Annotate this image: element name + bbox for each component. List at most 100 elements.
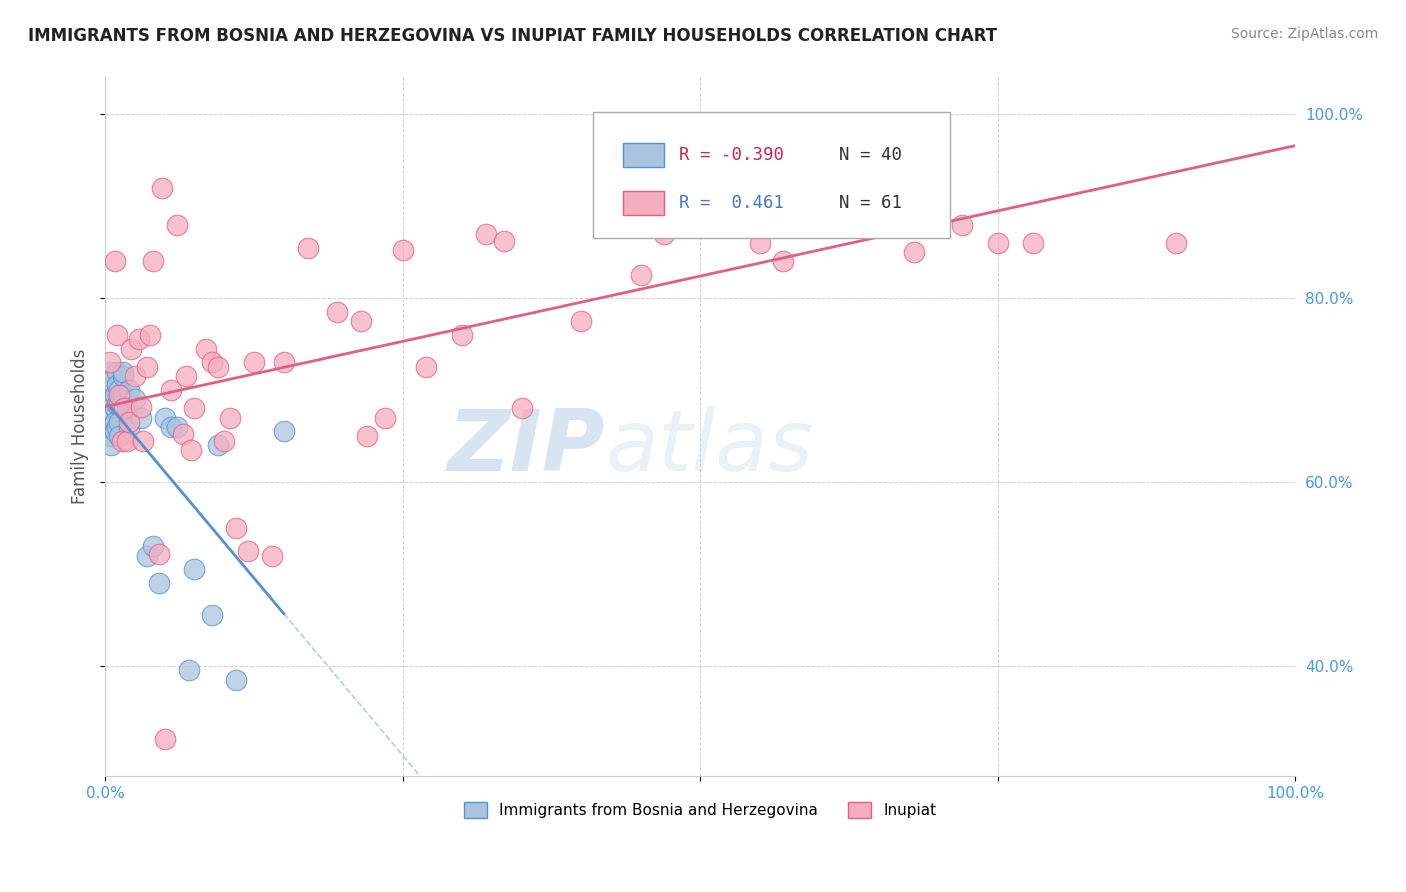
Point [713,190,735,204]
Point [212,434,235,448]
Point [105,365,128,379]
Point [115,401,138,416]
Point [129,410,152,425]
Point [142,539,165,553]
Point [260,549,283,563]
Point [374,410,396,425]
Point [177,664,200,678]
Point [273,425,295,439]
Point [111,434,134,448]
Point [128,333,150,347]
Point [153,732,176,747]
Point [124,392,146,407]
Point [510,401,533,416]
Point [159,383,181,397]
Point [105,419,128,434]
Point [129,400,152,414]
Point [927,208,949,222]
Point [201,608,224,623]
Point [104,254,127,268]
Point [201,355,224,369]
Point [135,359,157,374]
Point [118,419,141,434]
Point [689,218,711,232]
Point [868,181,890,195]
Point [115,434,138,448]
Point [297,240,319,254]
Point [108,387,131,401]
Point [105,397,128,411]
Point [808,218,831,232]
Point [100,438,122,452]
Point [98,355,121,369]
Point [273,355,295,369]
Text: IMMIGRANTS FROM BOSNIA AND HERZEGOVINA VS INUPIAT FAMILY HOUSEHOLDS CORRELATION : IMMIGRANTS FROM BOSNIA AND HERZEGOVINA V… [28,27,997,45]
Point [100,429,122,443]
Point [108,429,131,443]
Point [104,401,127,416]
Point [207,438,229,452]
Point [207,359,229,374]
Point [112,369,135,384]
Point [108,415,131,429]
Point [132,434,155,448]
Y-axis label: Family Households: Family Households [72,349,89,505]
Point [142,254,165,268]
Text: N = 61: N = 61 [839,194,903,212]
Point [108,397,131,411]
Point [174,369,197,384]
Point [104,387,127,401]
Point [100,383,122,397]
Text: ZIP: ZIP [447,406,605,490]
Bar [623,191,665,216]
Text: R = -0.390: R = -0.390 [679,146,783,164]
Point [104,415,127,429]
Bar [623,143,665,168]
Point [654,227,676,241]
Point [475,227,498,241]
Point [356,429,378,443]
Text: N = 40: N = 40 [839,146,903,164]
Point [166,419,188,434]
Point [183,562,205,576]
Point [120,342,142,356]
Point [150,181,173,195]
Point [100,374,122,388]
FancyBboxPatch shape [593,112,950,238]
Point [243,355,266,369]
Point [112,401,135,416]
Point [350,314,373,328]
Point [148,576,170,591]
Point [950,218,973,232]
Point [153,410,176,425]
Point [100,410,122,425]
Point [139,327,162,342]
Point [1022,235,1045,250]
Point [748,235,770,250]
Text: Source: ZipAtlas.com: Source: ZipAtlas.com [1230,27,1378,41]
Point [180,442,202,457]
Point [987,235,1010,250]
Point [118,415,141,429]
Point [225,521,247,535]
Legend: Immigrants from Bosnia and Herzegovina, Inupiat: Immigrants from Bosnia and Herzegovina, … [458,797,942,824]
Point [569,314,592,328]
Point [105,327,128,342]
Point [112,365,135,379]
Point [159,419,181,434]
Point [219,410,242,425]
Point [112,387,135,401]
Point [118,383,141,397]
Point [391,244,413,258]
Point [100,397,122,411]
Point [903,245,925,260]
Point [148,547,170,561]
Point [415,359,437,374]
Point [166,218,188,232]
Point [100,365,122,379]
Point [104,425,127,439]
Point [772,254,794,268]
Point [630,268,652,282]
Point [832,199,855,213]
Point [195,342,218,356]
